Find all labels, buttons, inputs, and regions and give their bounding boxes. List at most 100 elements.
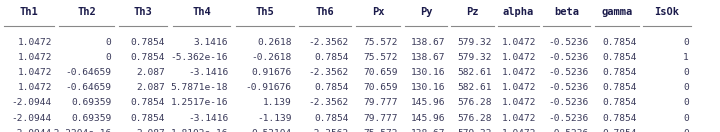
- Text: -2.0944: -2.0944: [12, 129, 52, 132]
- Text: -2.3562: -2.3562: [308, 129, 348, 132]
- Text: 0: 0: [683, 68, 689, 77]
- Text: 0: 0: [106, 53, 112, 62]
- Text: 0: 0: [683, 129, 689, 132]
- Text: -0.5236: -0.5236: [548, 38, 588, 47]
- Text: -5.362e-16: -5.362e-16: [171, 53, 228, 62]
- Text: 0.7854: 0.7854: [603, 114, 637, 123]
- Text: 1.0472: 1.0472: [502, 83, 536, 92]
- Text: Th2: Th2: [77, 7, 96, 17]
- Text: 0.69359: 0.69359: [71, 98, 112, 107]
- Text: Px: Px: [372, 7, 384, 17]
- Text: -3.1416: -3.1416: [188, 68, 228, 77]
- Text: -0.5236: -0.5236: [548, 68, 588, 77]
- Text: Pz: Pz: [467, 7, 479, 17]
- Text: -2.0944: -2.0944: [12, 114, 52, 123]
- Text: 1: 1: [683, 53, 689, 62]
- Text: 0.7854: 0.7854: [603, 68, 637, 77]
- Text: 0.2618: 0.2618: [257, 38, 292, 47]
- Text: -0.64659: -0.64659: [66, 83, 112, 92]
- Text: 0.7854: 0.7854: [603, 83, 637, 92]
- Text: 1.0472: 1.0472: [17, 83, 52, 92]
- Text: 0.7854: 0.7854: [603, 129, 637, 132]
- Text: 0: 0: [683, 98, 689, 107]
- Text: 0.7854: 0.7854: [314, 114, 348, 123]
- Text: 579.32: 579.32: [457, 38, 492, 47]
- Text: 576.28: 576.28: [457, 98, 492, 107]
- Text: 145.96: 145.96: [410, 114, 445, 123]
- Text: -2.2204e-16: -2.2204e-16: [48, 129, 112, 132]
- Text: 1.0472: 1.0472: [502, 129, 536, 132]
- Text: 0: 0: [683, 114, 689, 123]
- Text: beta: beta: [554, 7, 579, 17]
- Text: IsOk: IsOk: [654, 7, 680, 17]
- Text: Th5: Th5: [256, 7, 274, 17]
- Text: 3.1416: 3.1416: [194, 38, 228, 47]
- Text: -1.139: -1.139: [257, 114, 292, 123]
- Text: 1.2517e-16: 1.2517e-16: [171, 98, 228, 107]
- Text: 0.7854: 0.7854: [130, 114, 165, 123]
- Text: gamma: gamma: [601, 7, 633, 17]
- Text: 2.087: 2.087: [136, 83, 165, 92]
- Text: -2.3562: -2.3562: [308, 98, 348, 107]
- Text: Th4: Th4: [192, 7, 211, 17]
- Text: Th6: Th6: [315, 7, 334, 17]
- Text: 130.16: 130.16: [410, 68, 445, 77]
- Text: 0.7854: 0.7854: [314, 83, 348, 92]
- Text: 579.32: 579.32: [457, 129, 492, 132]
- Text: -0.91676: -0.91676: [246, 83, 292, 92]
- Text: 1.0472: 1.0472: [502, 68, 536, 77]
- Text: -2.0944: -2.0944: [12, 98, 52, 107]
- Text: 130.16: 130.16: [410, 83, 445, 92]
- Text: 1.139: 1.139: [263, 98, 292, 107]
- Text: 582.61: 582.61: [457, 68, 492, 77]
- Text: -0.5236: -0.5236: [548, 83, 588, 92]
- Text: 2.087: 2.087: [136, 68, 165, 77]
- Text: 576.28: 576.28: [457, 114, 492, 123]
- Text: Th3: Th3: [133, 7, 153, 17]
- Text: 138.67: 138.67: [410, 38, 445, 47]
- Text: 1.0472: 1.0472: [17, 68, 52, 77]
- Text: 0.7854: 0.7854: [130, 53, 165, 62]
- Text: 1.8102e-16: 1.8102e-16: [171, 129, 228, 132]
- Text: 70.659: 70.659: [364, 83, 398, 92]
- Text: -0.5236: -0.5236: [548, 98, 588, 107]
- Text: 579.32: 579.32: [457, 53, 492, 62]
- Text: 0: 0: [683, 83, 689, 92]
- Text: 0.7854: 0.7854: [603, 53, 637, 62]
- Text: 0.7854: 0.7854: [603, 38, 637, 47]
- Text: 138.67: 138.67: [410, 53, 445, 62]
- Text: -0.5236: -0.5236: [548, 114, 588, 123]
- Text: -3.1416: -3.1416: [188, 114, 228, 123]
- Text: -0.2618: -0.2618: [251, 53, 292, 62]
- Text: -2.3562: -2.3562: [308, 38, 348, 47]
- Text: 0.7854: 0.7854: [314, 53, 348, 62]
- Text: Th1: Th1: [19, 7, 38, 17]
- Text: 79.777: 79.777: [364, 114, 398, 123]
- Text: 0.7854: 0.7854: [130, 38, 165, 47]
- Text: -2.3562: -2.3562: [308, 68, 348, 77]
- Text: 582.61: 582.61: [457, 83, 492, 92]
- Text: 138.67: 138.67: [410, 129, 445, 132]
- Text: 1.0472: 1.0472: [17, 53, 52, 62]
- Text: 79.777: 79.777: [364, 98, 398, 107]
- Text: -0.64659: -0.64659: [66, 68, 112, 77]
- Text: Py: Py: [420, 7, 432, 17]
- Text: 145.96: 145.96: [410, 98, 445, 107]
- Text: 0: 0: [106, 38, 112, 47]
- Text: 70.659: 70.659: [364, 68, 398, 77]
- Text: 1.0472: 1.0472: [17, 38, 52, 47]
- Text: -0.5236: -0.5236: [548, 53, 588, 62]
- Text: 0.91676: 0.91676: [251, 68, 292, 77]
- Text: 0.7854: 0.7854: [603, 98, 637, 107]
- Text: 5.7871e-18: 5.7871e-18: [171, 83, 228, 92]
- Text: 2.087: 2.087: [136, 129, 165, 132]
- Text: -0.5236: -0.5236: [548, 129, 588, 132]
- Text: 0.69359: 0.69359: [71, 114, 112, 123]
- Text: 75.572: 75.572: [364, 53, 398, 62]
- Text: alpha: alpha: [503, 7, 534, 17]
- Text: 75.572: 75.572: [364, 38, 398, 47]
- Text: 1.0472: 1.0472: [502, 38, 536, 47]
- Text: 0.7854: 0.7854: [130, 98, 165, 107]
- Text: 0.53104: 0.53104: [251, 129, 292, 132]
- Text: 1.0472: 1.0472: [502, 114, 536, 123]
